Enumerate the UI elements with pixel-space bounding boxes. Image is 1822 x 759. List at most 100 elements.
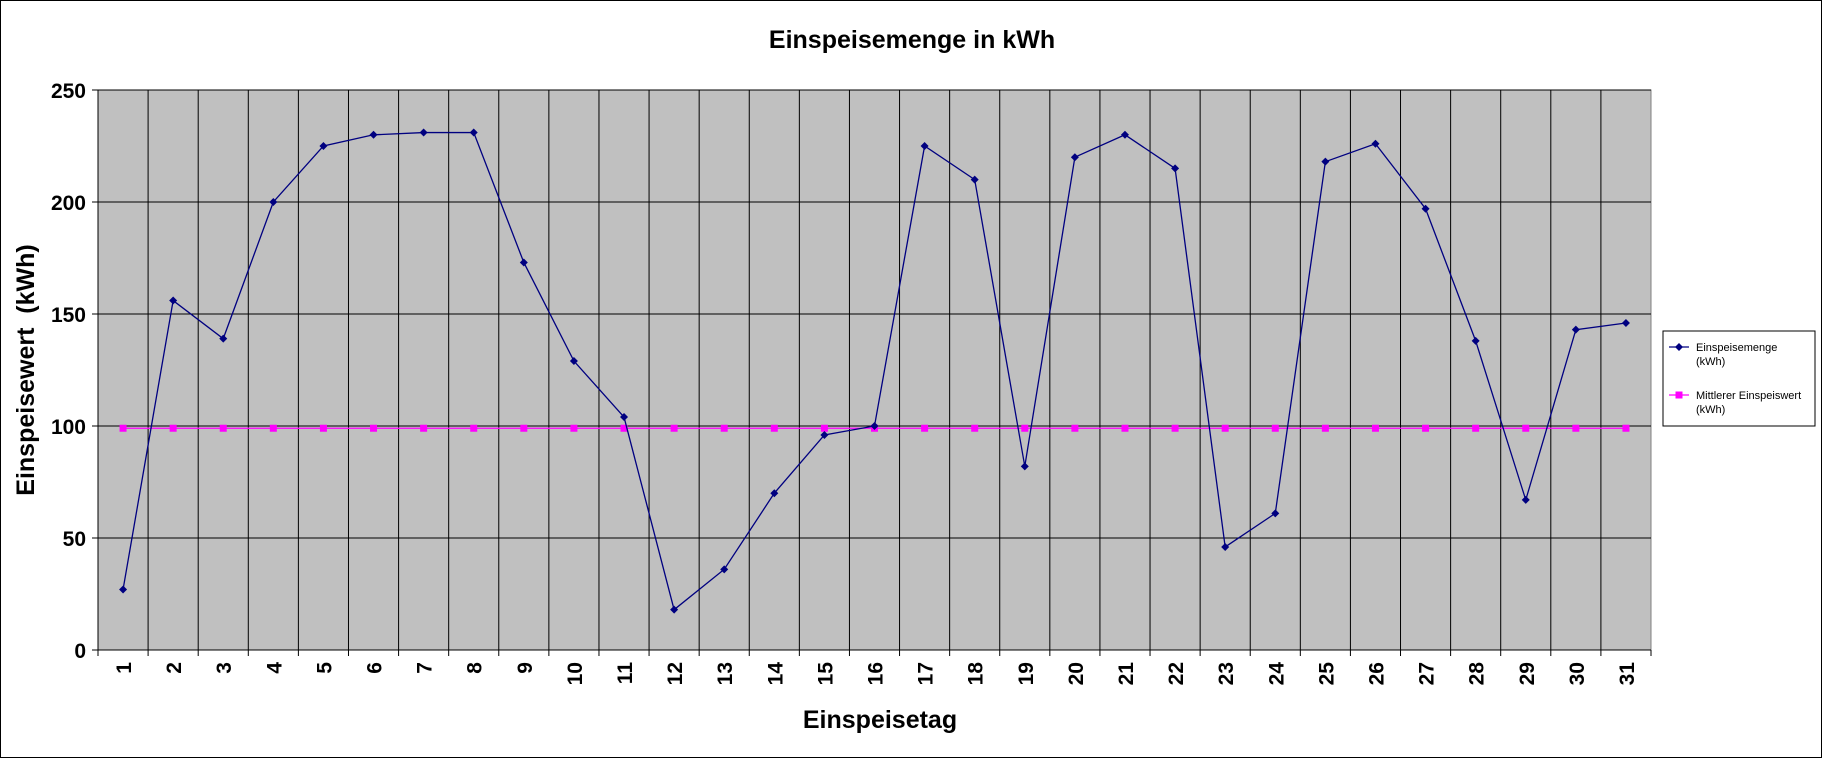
x-tick-label: 27	[1416, 662, 1439, 685]
data-point	[1522, 424, 1530, 432]
data-point	[1521, 495, 1530, 504]
data-point	[469, 128, 478, 137]
data-point	[770, 424, 778, 432]
x-tick-label: 22	[1165, 662, 1188, 685]
data-point	[1321, 424, 1329, 432]
data-point	[119, 585, 128, 594]
series-layer	[119, 128, 1630, 614]
horizontal-gridlines	[98, 89, 1651, 539]
y-tick-label: 150	[51, 304, 86, 327]
x-tick-label: 28	[1466, 662, 1489, 686]
data-point	[1572, 424, 1580, 432]
x-tick-label: 1	[113, 662, 136, 674]
data-point	[820, 424, 828, 432]
x-tick-labels: 1 2 3 4 5 6 7 8 9 10 11 12 13 14 15 16 17 18 19 20 21 22 23 24 2…	[113, 662, 1639, 686]
legend-item: Einspeisemenge (kWh)	[1669, 342, 1777, 368]
data-point	[1121, 424, 1129, 432]
data-point	[971, 424, 979, 432]
legend-label: Mittlerer Einspeiswert	[1696, 390, 1801, 402]
data-point	[870, 422, 879, 430]
data-point	[370, 424, 378, 432]
legend-label: (kWh)	[1696, 356, 1725, 368]
data-point	[520, 424, 528, 432]
data-point	[1472, 424, 1480, 432]
data-point	[1070, 153, 1079, 162]
data-point	[620, 424, 628, 432]
data-point	[1421, 204, 1430, 213]
x-tick-label: 21	[1115, 662, 1138, 686]
data-point	[219, 334, 228, 343]
data-point	[169, 296, 178, 305]
legend-marker	[1675, 343, 1683, 351]
y-tick-label: 0	[74, 640, 86, 663]
x-tick-label: 20	[1065, 662, 1088, 685]
y-tick-label: 250	[51, 80, 86, 103]
x-tick-label: 26	[1365, 662, 1388, 685]
data-point	[420, 424, 428, 432]
data-point	[1471, 336, 1480, 345]
data-point	[519, 258, 528, 267]
data-point	[569, 357, 578, 366]
data-point	[1321, 157, 1330, 166]
vertical-gridlines	[147, 90, 1602, 650]
x-tick-label: 16	[865, 662, 888, 685]
data-point	[620, 413, 629, 422]
x-tick-label: 31	[1616, 662, 1639, 686]
data-point	[319, 424, 327, 432]
y-tick-label: 200	[51, 192, 86, 215]
legend-marker	[1675, 391, 1683, 399]
x-tick-label: 5	[313, 662, 336, 674]
data-point	[1120, 130, 1129, 139]
x-tick-label: 15	[814, 662, 837, 686]
data-point	[1221, 424, 1229, 432]
x-tick-label: 4	[263, 662, 286, 674]
legend-label: (kWh)	[1696, 404, 1725, 416]
y-tick-label: 50	[63, 528, 86, 551]
x-tick-label: 19	[1015, 662, 1038, 685]
legend: Einspeisemenge (kWh) Mittlerer Einspeiswer…	[1662, 330, 1816, 427]
data-point	[269, 198, 278, 206]
data-point	[920, 142, 929, 150]
data-point	[1571, 325, 1580, 334]
data-point	[1371, 139, 1380, 148]
data-point	[169, 424, 177, 432]
x-tick-label: 25	[1315, 662, 1338, 686]
data-point	[1621, 318, 1630, 327]
x-tick-label: 7	[414, 662, 437, 674]
x-tick-label: 10	[564, 662, 587, 685]
data-point	[970, 175, 979, 184]
data-point	[1021, 424, 1029, 432]
data-point	[1622, 424, 1630, 432]
x-tick-label: 14	[764, 662, 787, 686]
data-point	[921, 424, 929, 432]
x-tick-label: 3	[213, 662, 236, 674]
plot-area	[97, 89, 1652, 651]
data-point	[219, 424, 227, 432]
legend-label: Einspeisemenge	[1696, 342, 1777, 354]
x-tick-label: 30	[1566, 662, 1589, 685]
x-tick-label: 23	[1215, 662, 1238, 685]
data-point	[419, 128, 428, 137]
data-point	[269, 424, 277, 432]
x-tick-label: 6	[364, 662, 387, 674]
data-point	[670, 424, 678, 432]
data-point	[1171, 164, 1180, 173]
data-point	[1221, 542, 1230, 551]
y-tick-label: 100	[51, 416, 86, 439]
data-point	[119, 424, 127, 432]
y-tick-labels: 0 50 100 150 200 250	[51, 80, 86, 663]
data-point	[319, 142, 328, 150]
data-point	[470, 424, 478, 432]
x-tick-label: 9	[514, 662, 537, 674]
x-tick-label: 13	[714, 662, 737, 685]
series-1	[119, 128, 1630, 614]
x-tick-label: 24	[1265, 662, 1288, 686]
x-tick-label: 18	[965, 662, 988, 686]
data-point	[369, 130, 378, 139]
data-point	[1271, 509, 1280, 518]
data-point	[1171, 424, 1179, 432]
chart-title: Einspeisemenge in kWh	[769, 26, 1055, 54]
data-point	[670, 605, 679, 614]
